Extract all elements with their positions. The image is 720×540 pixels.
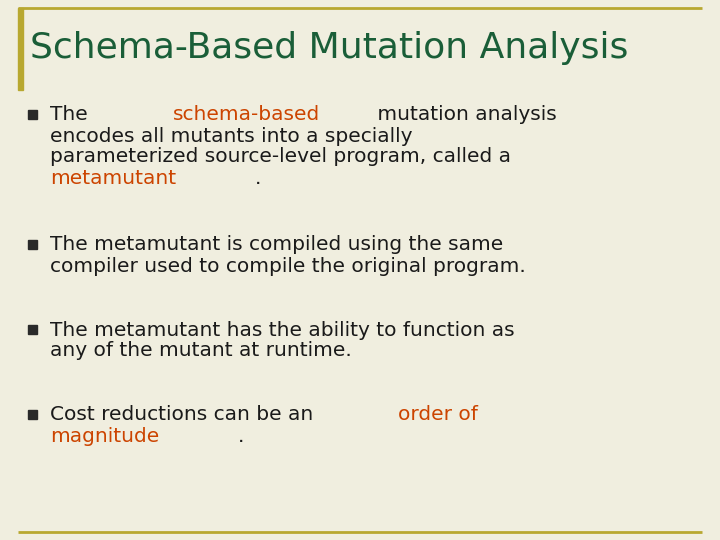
Bar xyxy=(28,410,37,419)
Bar xyxy=(28,325,37,334)
Text: mutation analysis: mutation analysis xyxy=(372,105,557,125)
Bar xyxy=(28,240,37,249)
Text: The: The xyxy=(50,105,94,125)
Text: magnitude: magnitude xyxy=(50,427,159,446)
Text: schema-based: schema-based xyxy=(173,105,320,125)
Text: Cost reductions can be an: Cost reductions can be an xyxy=(50,406,320,424)
Text: .: . xyxy=(238,427,244,446)
Text: Schema-Based Mutation Analysis: Schema-Based Mutation Analysis xyxy=(30,31,629,65)
Text: encodes all mutants into a specially: encodes all mutants into a specially xyxy=(50,126,413,145)
Text: The metamutant has the ability to function as: The metamutant has the ability to functi… xyxy=(50,321,515,340)
Text: metamutant: metamutant xyxy=(50,168,176,187)
Bar xyxy=(28,110,37,119)
Bar xyxy=(18,8,23,90)
Text: parameterized source-level program, called a: parameterized source-level program, call… xyxy=(50,147,511,166)
Text: compiler used to compile the original program.: compiler used to compile the original pr… xyxy=(50,256,526,275)
Text: any of the mutant at runtime.: any of the mutant at runtime. xyxy=(50,341,352,361)
Text: order of: order of xyxy=(398,406,478,424)
Text: .: . xyxy=(255,168,261,187)
Text: The metamutant is compiled using the same: The metamutant is compiled using the sam… xyxy=(50,235,503,254)
